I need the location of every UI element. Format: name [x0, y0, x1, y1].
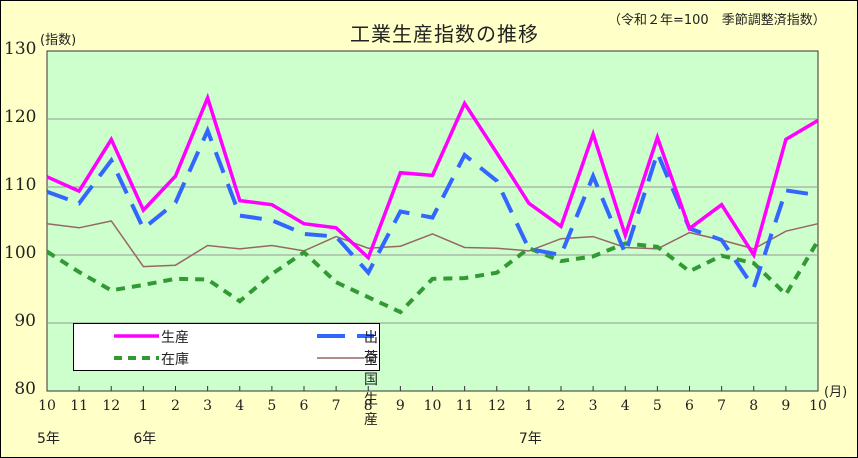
chart-title: 工業生産指数の推移: [350, 22, 539, 46]
y-tick-label: 120: [4, 107, 37, 127]
legend-label-production: 生産: [161, 330, 189, 346]
x-tick-label: 1: [524, 398, 534, 414]
series-production: [46, 92, 819, 261]
x-tick-label: 3: [588, 398, 598, 414]
x-tick-label: 11: [455, 398, 474, 414]
x-tick-label: 1: [138, 398, 148, 414]
x-tick-label: 4: [620, 398, 630, 414]
x-tick-label: 12: [487, 398, 506, 414]
x-tick-label: 10: [423, 398, 442, 414]
legend-label-inventory: 在庫: [161, 352, 189, 368]
x-tick-label: 4: [235, 398, 245, 414]
year-label: 7年: [518, 431, 542, 447]
x-tick-label: 6: [685, 398, 694, 414]
legend-label-national-production: 全国生産: [364, 352, 378, 428]
x-tick-label: 5: [652, 398, 662, 414]
y-tick-label: 90: [14, 311, 36, 331]
x-tick-label: 3: [203, 398, 213, 414]
series-inventory: [45, 239, 820, 315]
x-tick-marks: [78, 386, 787, 391]
year-label: 6年: [133, 431, 157, 447]
x-tick-label: 9: [395, 398, 405, 414]
y-tick-label: 110: [4, 175, 37, 195]
chart-legend: 生産 出荷 在庫 全国生産: [73, 323, 380, 428]
year-label: 5年: [37, 431, 60, 447]
x-tick-label: 7: [717, 398, 727, 414]
x-tick-label: 8: [363, 398, 373, 414]
x-tick-label: 11: [70, 398, 89, 414]
x-tick-label: 12: [102, 398, 121, 414]
chart-subtitle: （令和２年=100 季節調整済指数）: [608, 13, 826, 28]
x-tick-label: 6: [299, 398, 309, 414]
x-tick-label: 8: [749, 398, 759, 414]
y-tick-label: 80: [14, 379, 36, 399]
x-tick-label: 2: [171, 398, 180, 414]
x-tick-label: 7: [331, 398, 341, 414]
x-tick-label: 10: [809, 398, 827, 414]
y-tick-label: 100: [4, 243, 37, 263]
y-tick-label: 130: [4, 39, 37, 59]
y-axis-unit: (指数): [40, 33, 77, 48]
x-tick-label: 2: [556, 398, 566, 414]
x-axis-unit: (月): [824, 385, 848, 400]
x-tick-label: 9: [781, 398, 791, 414]
x-tick-label: 10: [38, 398, 56, 414]
legend-label-shipments: 出荷: [364, 330, 378, 366]
series-national-production: [46, 220, 819, 268]
x-tick-label: 5: [267, 398, 277, 414]
